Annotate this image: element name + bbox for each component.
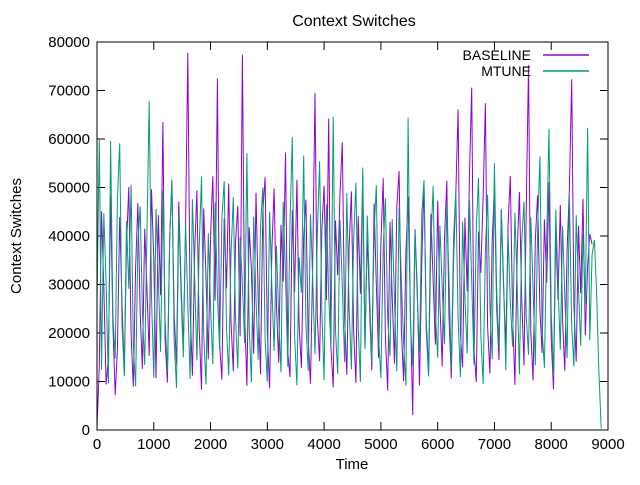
y-tick-label: 50000 <box>48 180 90 197</box>
x-tick-label: 7000 <box>478 436 511 453</box>
y-tick-label: 20000 <box>48 325 90 342</box>
x-tick-label: 1000 <box>137 436 170 453</box>
legend: BASELINE MTUNE <box>463 47 589 79</box>
series-line-baseline <box>96 52 593 428</box>
x-tick-label: 6000 <box>421 436 454 453</box>
x-tick-label: 8000 <box>535 436 568 453</box>
x-tick-label: 3000 <box>251 436 284 453</box>
y-axis-title: Context Switches <box>8 178 25 294</box>
legend-label-baseline: BASELINE <box>463 47 531 63</box>
y-tick-label: 40000 <box>48 228 90 245</box>
y-tick-label: 70000 <box>48 83 90 100</box>
y-tick-label: 10000 <box>48 374 90 391</box>
x-axis-title: Time <box>336 456 369 473</box>
x-tick-label: 0 <box>93 436 101 453</box>
y-tick-label: 0 <box>82 422 90 439</box>
x-tick-label: 9000 <box>591 436 624 453</box>
y-axis-ticks: 0 10000 20000 30000 40000 50000 60000 70000 8000… <box>48 34 608 439</box>
y-tick-label: 60000 <box>48 131 90 148</box>
plot-series <box>96 52 602 429</box>
x-tick-label: 5000 <box>364 436 397 453</box>
y-tick-label: 80000 <box>48 34 90 51</box>
x-tick-label: 2000 <box>194 436 227 453</box>
x-tick-label: 4000 <box>307 436 340 453</box>
y-tick-label: 30000 <box>48 277 90 294</box>
legend-label-mtune: MTUNE <box>481 63 531 79</box>
series-line-mtune <box>96 101 602 429</box>
chart-title: Context Switches <box>292 13 416 30</box>
plot-border <box>96 41 609 431</box>
x-axis-ticks: 0 1000 2000 3000 4000 5000 6000 7000 8000 9000 <box>93 42 625 453</box>
